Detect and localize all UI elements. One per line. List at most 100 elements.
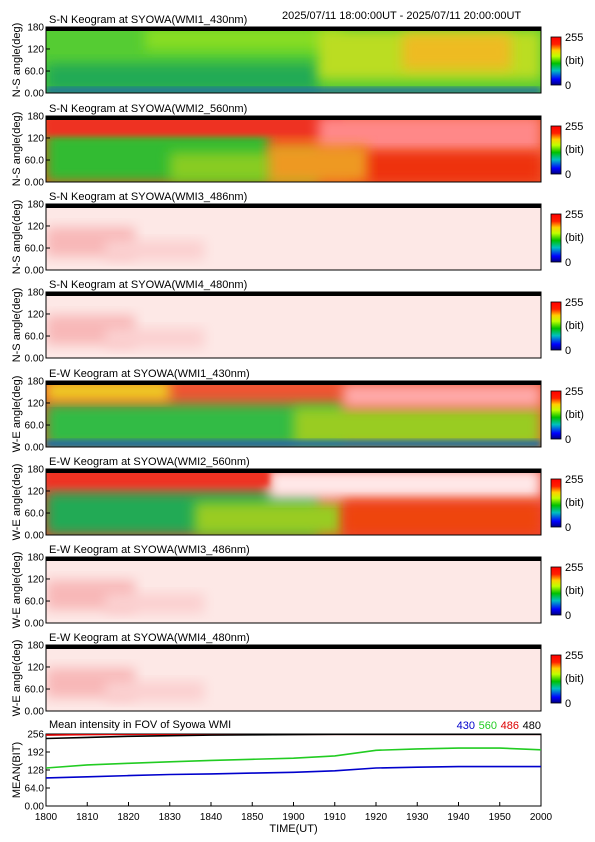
colorbar: 255 (bit) 0 xyxy=(550,121,584,181)
panel-title: E-W Keogram at SYOWA(WMI4_480nm) xyxy=(49,632,250,644)
panel-frame xyxy=(45,291,542,359)
colorbar-min-label: 0 xyxy=(565,80,571,92)
keogram-panels: S-N Keogram at SYOWA(WMI1_430nm) 0.00 60.0… xyxy=(11,14,584,718)
mean-panel-title: Mean intensity in FOV of Syowa WMI xyxy=(49,719,231,731)
series-line-430 xyxy=(46,765,541,779)
y-tick-label: 60.0 xyxy=(25,67,45,78)
y-tick-label: 120 xyxy=(27,398,44,409)
colorbar-min-label: 0 xyxy=(565,345,571,357)
panel-frame xyxy=(45,115,542,183)
colorbar-min-label: 0 xyxy=(565,610,571,622)
y-tick-label: 60.0 xyxy=(25,332,45,343)
y-tick-label: 0.00 xyxy=(25,619,45,630)
series-line-480 xyxy=(46,734,541,740)
y-axis-label: N-S angle(deg) xyxy=(11,23,23,98)
colorbar-max-label: 255 xyxy=(565,562,583,574)
x-tick-label: 1820 xyxy=(117,812,140,823)
panel-frame xyxy=(45,644,542,712)
intensity-region xyxy=(105,328,205,349)
y-tick-label: 120 xyxy=(27,44,44,55)
y-tick-label: 180 xyxy=(27,288,44,299)
keogram-panel: S-N Keogram at SYOWA(WMI2_560nm) 0.00 60.0… xyxy=(11,103,584,189)
colorbar-max-label: 255 xyxy=(565,474,583,486)
y-tick-label: 180 xyxy=(27,641,44,652)
intensity-region xyxy=(46,381,170,401)
panel-title: S-N Keogram at SYOWA(WMI2_560nm) xyxy=(49,103,247,115)
x-tick-label: 2000 xyxy=(530,812,553,823)
colorbar-unit-label: (bit) xyxy=(565,55,584,67)
keogram-panel: E-W Keogram at SYOWA(WMI2_560nm) 0.00 60.0… xyxy=(11,456,584,542)
colorbar-unit-label: (bit) xyxy=(565,673,584,685)
x-tick-label: 1950 xyxy=(489,812,512,823)
x-tick-label: 1810 xyxy=(76,812,99,823)
colorbar: 255 (bit) 0 xyxy=(550,32,584,92)
panel-top-bar xyxy=(46,292,541,296)
panel-frame xyxy=(45,380,542,448)
y-axis-label: N-S angle(deg) xyxy=(11,288,23,363)
colorbar-max-label: 255 xyxy=(565,209,583,221)
colorbar-unit-label: (bit) xyxy=(565,144,584,156)
panel-top-bar xyxy=(46,557,541,561)
keogram-panel: E-W Keogram at SYOWA(WMI1_430nm) 0.00 60.0… xyxy=(11,368,584,454)
time-range-header: 2025/07/11 18:00:00UT - 2025/07/11 20:00… xyxy=(282,10,521,22)
x-tick-label: 1920 xyxy=(365,812,388,823)
y-axis-label: W-E angle(deg) xyxy=(11,552,23,629)
keogram-panel: S-N Keogram at SYOWA(WMI1_430nm) 0.00 60.0… xyxy=(11,14,584,100)
y-tick-label: 60.0 xyxy=(25,685,45,696)
y-tick-label: 256 xyxy=(27,730,44,741)
intensity-region xyxy=(46,469,269,486)
panel-title: E-W Keogram at SYOWA(WMI2_560nm) xyxy=(49,456,250,468)
keogram-panel: E-W Keogram at SYOWA(WMI3_486nm) 0.00 60.0… xyxy=(11,544,584,630)
keogram-image xyxy=(46,557,541,623)
intensity-region xyxy=(46,87,541,93)
x-axis-label: TIME(UT) xyxy=(269,823,317,835)
y-tick-label: 60.0 xyxy=(25,597,45,608)
colorbar-max-label: 255 xyxy=(565,650,583,662)
x-tick-label: 1940 xyxy=(447,812,470,823)
keogram-panel: S-N Keogram at SYOWA(WMI3_486nm) 0.00 60.0… xyxy=(11,191,584,277)
y-tick-label: 120 xyxy=(27,486,44,497)
colorbar: 255 (bit) 0 xyxy=(550,297,584,357)
keogram-image xyxy=(46,645,541,711)
colorbar-unit-label: (bit) xyxy=(565,409,584,421)
intensity-region xyxy=(105,240,205,261)
intensity-region xyxy=(402,33,512,70)
intensity-region xyxy=(268,145,368,182)
y-axis-label: W-E angle(deg) xyxy=(11,464,23,541)
y-tick-label: 60.0 xyxy=(25,156,45,167)
keogram-image xyxy=(46,116,541,182)
intensity-region xyxy=(268,469,541,499)
y-tick-label: 60.0 xyxy=(25,421,45,432)
intensity-region xyxy=(105,681,205,702)
colorbar-max-label: 255 xyxy=(565,121,583,133)
intensity-region xyxy=(343,384,541,408)
colorbar-unit-label: (bit) xyxy=(565,497,584,509)
colorbar-max-label: 255 xyxy=(565,297,583,309)
legend-entry-430: 430 xyxy=(457,720,475,732)
x-tick-label: 1930 xyxy=(406,812,429,823)
panel-top-bar xyxy=(46,645,541,649)
x-tick-label: 1910 xyxy=(324,812,347,823)
panel-top-bar xyxy=(46,116,541,120)
y-tick-label: 120 xyxy=(27,309,44,320)
y-tick-label: 120 xyxy=(27,662,44,673)
colorbar-unit-label: (bit) xyxy=(565,585,584,597)
y-axis-label: N-S angle(deg) xyxy=(11,200,23,275)
colorbar-unit-label: (bit) xyxy=(565,320,584,332)
panel-top-bar xyxy=(46,204,541,208)
intensity-region xyxy=(194,502,343,535)
colorbar-unit-label: (bit) xyxy=(565,232,584,244)
time-axis: 1800 1810 1820 1830 1840 1850 1900 1910 1920 1930… xyxy=(35,802,553,835)
y-tick-label: 120 xyxy=(27,133,44,144)
y-axis-label: W-E angle(deg) xyxy=(11,640,23,717)
x-tick-label: 1850 xyxy=(241,812,264,823)
y-tick-label: 0.00 xyxy=(25,531,45,542)
legend-entry-486: 486 xyxy=(501,720,519,732)
y-axis-label: N-S angle(deg) xyxy=(11,112,23,187)
colorbar-max-label: 255 xyxy=(565,386,583,398)
keogram-image xyxy=(46,292,541,358)
y-tick-label: 0.00 xyxy=(25,266,45,277)
y-tick-label: 60.0 xyxy=(25,244,45,255)
y-tick-label: 180 xyxy=(27,23,44,34)
